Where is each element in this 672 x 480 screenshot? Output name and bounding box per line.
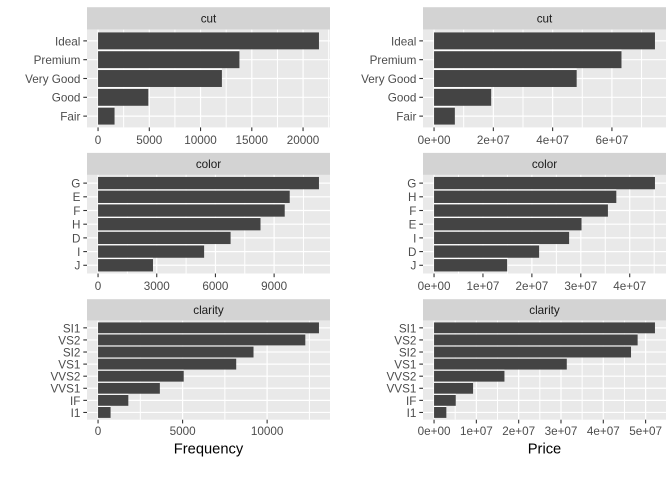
svg-text:5e+07: 5e+07 <box>629 425 662 438</box>
svg-text:Fair: Fair <box>396 111 416 124</box>
svg-text:6000: 6000 <box>202 280 229 293</box>
svg-text:Fair: Fair <box>60 111 80 124</box>
svg-text:D: D <box>408 246 416 259</box>
svg-text:IF: IF <box>406 395 416 408</box>
svg-text:0e+00: 0e+00 <box>418 425 451 438</box>
svg-text:VVS1: VVS1 <box>51 383 81 396</box>
svg-text:clarity: clarity <box>193 304 224 317</box>
svg-text:VS2: VS2 <box>394 334 416 347</box>
svg-text:3000: 3000 <box>144 280 171 293</box>
svg-text:Very Good: Very Good <box>25 73 80 86</box>
svg-text:10000: 10000 <box>184 134 217 147</box>
svg-text:Premium: Premium <box>370 54 417 67</box>
svg-text:10000: 10000 <box>251 425 284 438</box>
svg-text:6e+07: 6e+07 <box>596 134 629 147</box>
svg-text:F: F <box>73 205 80 218</box>
svg-text:Ideal: Ideal <box>55 35 80 48</box>
svg-text:1e+07: 1e+07 <box>460 425 493 438</box>
svg-text:5000: 5000 <box>170 425 197 438</box>
svg-text:Premium: Premium <box>34 54 81 67</box>
svg-text:1e+07: 1e+07 <box>467 280 500 293</box>
svg-text:H: H <box>72 219 80 232</box>
svg-text:SI2: SI2 <box>63 346 81 359</box>
svg-text:cut: cut <box>201 13 217 26</box>
svg-text:color: color <box>196 158 221 171</box>
svg-text:2e+07: 2e+07 <box>515 280 548 293</box>
svg-text:VS1: VS1 <box>394 359 416 372</box>
svg-text:G: G <box>71 178 80 191</box>
svg-text:E: E <box>409 219 417 232</box>
svg-text:9000: 9000 <box>261 280 288 293</box>
svg-text:Good: Good <box>388 92 417 105</box>
svg-text:3e+07: 3e+07 <box>545 425 578 438</box>
svg-text:VVS1: VVS1 <box>387 383 417 396</box>
svg-text:0: 0 <box>95 425 102 438</box>
svg-text:15000: 15000 <box>236 134 269 147</box>
svg-text:E: E <box>73 191 81 204</box>
svg-text:color: color <box>532 158 557 171</box>
svg-text:VS1: VS1 <box>58 359 80 372</box>
svg-text:clarity: clarity <box>529 304 560 317</box>
svg-text:4e+07: 4e+07 <box>536 134 569 147</box>
svg-text:Good: Good <box>52 92 81 105</box>
svg-text:5000: 5000 <box>136 134 163 147</box>
svg-text:cut: cut <box>537 13 553 26</box>
svg-text:I1: I1 <box>71 407 81 420</box>
svg-text:SI1: SI1 <box>399 322 417 335</box>
svg-text:4e+07: 4e+07 <box>587 425 620 438</box>
svg-text:I: I <box>413 232 416 245</box>
svg-text:VVS2: VVS2 <box>51 371 81 384</box>
svg-text:G: G <box>407 178 416 191</box>
svg-text:H: H <box>408 191 416 204</box>
svg-text:0: 0 <box>95 280 102 293</box>
svg-text:Ideal: Ideal <box>391 35 416 48</box>
svg-text:Frequency: Frequency <box>174 441 244 457</box>
svg-text:0e+00: 0e+00 <box>418 134 451 147</box>
svg-text:VS2: VS2 <box>58 334 80 347</box>
svg-text:Very Good: Very Good <box>361 73 416 86</box>
svg-text:0: 0 <box>95 134 102 147</box>
svg-text:D: D <box>72 232 80 245</box>
svg-text:Price: Price <box>528 441 561 457</box>
svg-text:IF: IF <box>70 395 80 408</box>
svg-text:F: F <box>409 205 416 218</box>
svg-text:0e+00: 0e+00 <box>418 280 451 293</box>
svg-text:I: I <box>77 246 80 259</box>
svg-text:20000: 20000 <box>287 134 320 147</box>
svg-text:3e+07: 3e+07 <box>564 280 597 293</box>
svg-text:2e+07: 2e+07 <box>477 134 510 147</box>
svg-text:4e+07: 4e+07 <box>613 280 646 293</box>
svg-text:VVS2: VVS2 <box>387 371 417 384</box>
svg-text:2e+07: 2e+07 <box>502 425 535 438</box>
svg-text:SI2: SI2 <box>399 346 417 359</box>
svg-text:SI1: SI1 <box>63 322 81 335</box>
svg-text:J: J <box>75 260 81 273</box>
svg-text:I1: I1 <box>407 407 417 420</box>
svg-text:J: J <box>411 260 417 273</box>
